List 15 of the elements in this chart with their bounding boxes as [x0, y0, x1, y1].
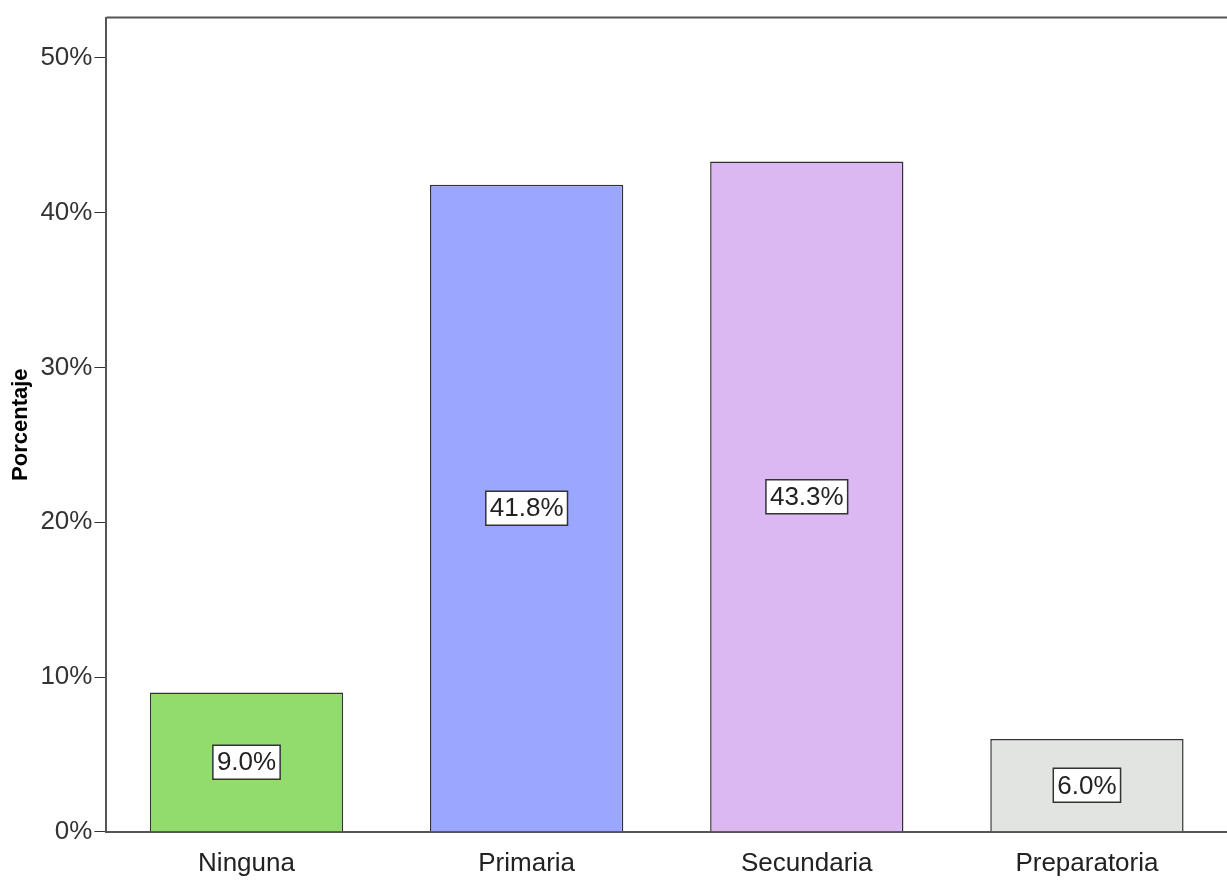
data-label: 41.8% [489, 492, 564, 523]
data-label: 43.3% [769, 480, 844, 511]
x-tick-label: Secundaria [741, 846, 874, 877]
x-tick-label: Primaria [478, 846, 576, 877]
data-label: 6.0% [1057, 769, 1117, 800]
x-tick-label: Ninguna [198, 846, 296, 877]
y-tick-label: 50% [40, 41, 93, 72]
data-label: 9.0% [216, 746, 277, 777]
y-tick-label: 10% [40, 660, 93, 691]
y-tick-label: 30% [40, 350, 93, 381]
y-tick-label: 20% [40, 505, 93, 536]
x-tick-label: Preparatoria [1015, 846, 1160, 877]
y-tick-label: 0% [54, 814, 93, 845]
y-tick-label: 40% [40, 195, 93, 226]
y-axis-title: Porcentaje [7, 368, 33, 481]
